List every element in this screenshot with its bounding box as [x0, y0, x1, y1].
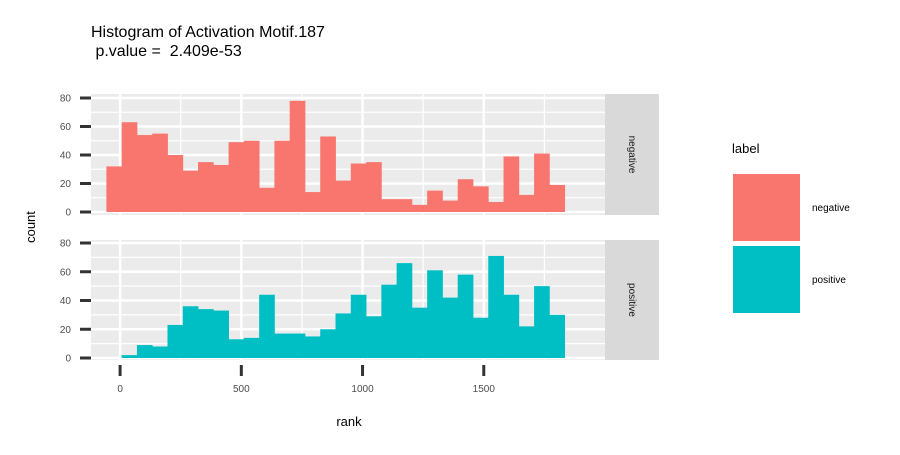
- histogram-bar-positive: [534, 286, 550, 358]
- facet-strip-negative: [605, 94, 659, 215]
- histogram-bar-negative: [350, 163, 367, 212]
- facet-panels: negative 0 20 40 60 80 positive 0 20 40 60 80: [58, 94, 659, 365]
- histogram-bar-positive: [304, 336, 321, 358]
- histogram-bar-positive: [518, 326, 535, 358]
- histogram-bar-positive: [136, 345, 153, 358]
- facet-strip-label-negative: negative: [626, 136, 637, 174]
- x-tick-label: 1000: [351, 384, 374, 395]
- histogram-bar-positive: [442, 297, 459, 358]
- histogram-bar-positive: [549, 314, 566, 358]
- histogram-bar-negative: [472, 186, 489, 212]
- y-tick-label: 60: [60, 267, 72, 278]
- legend-key-negative: [733, 174, 800, 241]
- histogram-bar-negative: [518, 194, 535, 212]
- legend-title: label: [732, 141, 760, 156]
- legend-label-positive: positive: [812, 275, 846, 286]
- facet-panel-negative: negative 0 20 40 60 80: [58, 94, 659, 219]
- y-tick-label: 80: [60, 239, 72, 250]
- histogram-bar-negative: [152, 133, 168, 212]
- histogram-bar-negative: [534, 153, 550, 212]
- y-tick-label: 20: [60, 325, 72, 336]
- legend: label negative positive: [732, 141, 850, 313]
- histogram-bar-negative: [121, 122, 138, 212]
- histogram-bar-negative: [259, 187, 275, 212]
- y-tick-label: 0: [65, 354, 71, 365]
- chart-title: Histogram of Activation Motif.187: [91, 24, 325, 41]
- chart-subtitle: p.value = 2.409e-53: [91, 43, 242, 60]
- histogram-bar-positive: [167, 324, 184, 358]
- histogram-bar-negative: [411, 204, 428, 212]
- histogram-bar-positive: [472, 317, 489, 358]
- histogram-bar-positive: [488, 255, 504, 358]
- y-axis-title: count: [23, 211, 38, 243]
- facet-panel-positive: positive 0 20 40 60 80: [58, 239, 659, 365]
- histogram-bar-negative: [243, 140, 260, 212]
- histogram-bar-negative: [381, 199, 398, 212]
- histogram-bar-negative: [304, 192, 321, 212]
- x-tick-label: 0: [117, 384, 123, 395]
- histogram-bar-negative: [289, 100, 306, 212]
- y-tick-label: 60: [60, 122, 72, 133]
- y-tick-label: 40: [60, 296, 72, 307]
- histogram-bar-positive: [228, 339, 245, 358]
- histogram-bar-negative: [457, 179, 474, 212]
- histogram-bar-positive: [366, 316, 382, 358]
- histogram-bar-negative: [228, 142, 245, 212]
- histogram-bar-negative: [182, 170, 199, 212]
- histogram-bar-positive: [411, 307, 428, 358]
- histogram-bar-negative: [213, 164, 229, 212]
- histogram-bar-negative: [488, 202, 504, 212]
- histogram-bar-positive: [335, 313, 352, 358]
- histogram-bar-positive: [350, 294, 367, 358]
- x-axis-title: rank: [336, 414, 362, 429]
- histogram-bar-negative: [198, 162, 214, 212]
- histogram-bar-negative: [106, 166, 123, 212]
- histogram-bar-positive: [182, 306, 199, 358]
- histogram-bar-negative: [366, 162, 382, 212]
- legend-label-negative: negative: [812, 203, 850, 214]
- facet-strip-label-positive: positive: [626, 283, 637, 317]
- y-tick-label: 0: [65, 208, 71, 219]
- x-axis: 0 500 1000 1500: [117, 365, 495, 395]
- histogram-bar-positive: [320, 329, 336, 358]
- legend-key-positive: [733, 246, 800, 313]
- histogram-bar-negative: [320, 136, 336, 212]
- histogram-bar-negative: [396, 199, 413, 212]
- x-tick-label: 1500: [473, 384, 496, 395]
- histogram-bar-negative: [549, 184, 566, 212]
- facet-strip-positive: [605, 240, 659, 360]
- histogram-bar-negative: [503, 156, 520, 212]
- histogram-bar-positive: [457, 274, 474, 358]
- histogram-bar-negative: [442, 200, 459, 212]
- histogram-bar-positive: [427, 270, 443, 358]
- histogram-bar-negative: [136, 135, 153, 212]
- histogram-bar-negative: [335, 180, 352, 212]
- histogram-bar-positive: [213, 310, 229, 358]
- histogram-bar-positive: [396, 263, 413, 358]
- histogram-bar-positive: [381, 284, 398, 358]
- histogram-bar-positive: [503, 294, 520, 358]
- x-tick-label: 500: [233, 384, 250, 395]
- histogram-bar-positive: [243, 337, 260, 358]
- histogram-bar-positive: [259, 294, 275, 358]
- y-tick-label: 80: [60, 94, 72, 105]
- histogram-bar-positive: [289, 333, 306, 358]
- histogram-bar-positive: [121, 355, 138, 358]
- histogram-bar-negative: [167, 155, 184, 212]
- histogram-bar-positive: [274, 333, 291, 358]
- y-tick-label: 40: [60, 151, 72, 162]
- histogram-bar-negative: [274, 140, 291, 212]
- y-tick-label: 20: [60, 179, 72, 190]
- histogram-bar-positive: [152, 346, 168, 358]
- histogram-bar-negative: [427, 190, 443, 212]
- histogram-bar-positive: [198, 309, 214, 358]
